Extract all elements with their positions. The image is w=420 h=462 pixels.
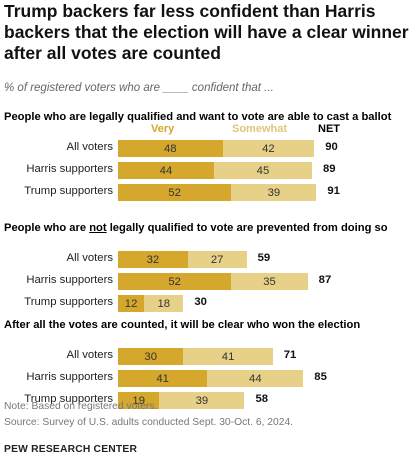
row-label: All voters: [66, 252, 113, 264]
net-value: 30: [194, 296, 207, 308]
bar-somewhat: 44: [207, 370, 304, 387]
net-value: 91: [327, 185, 340, 197]
bar-very: 12: [118, 295, 145, 312]
bar-very: 32: [118, 251, 188, 268]
legend-very: Very: [151, 123, 175, 135]
bar-somewhat: 45: [213, 162, 312, 179]
bar-somewhat: 39: [231, 184, 317, 201]
net-value: 87: [318, 274, 332, 286]
source-org: PEW RESEARCH CENTER: [4, 444, 138, 455]
bar-somewhat: 18: [144, 295, 184, 312]
net-value: 71: [283, 349, 297, 361]
row-label: Harris supporters: [26, 371, 113, 383]
net-value: 85: [314, 371, 327, 383]
legend-somewhat: Somewhat: [232, 123, 288, 135]
bar-somewhat: 27: [187, 251, 247, 268]
bar-somewhat: 39: [159, 392, 245, 409]
bar-somewhat: 41: [183, 348, 273, 365]
row-label: Trump supporters: [24, 296, 113, 308]
row-label: Harris supporters: [26, 274, 113, 286]
bar-somewhat: 35: [231, 273, 308, 290]
bar-very: 41: [118, 370, 208, 387]
bar-very: 44: [118, 162, 214, 179]
bar-very: 52: [118, 184, 232, 201]
legend-net: NET: [318, 123, 340, 135]
bar-very: 30: [118, 348, 184, 365]
panel-title: People who are not legally qualified to …: [4, 222, 388, 234]
panel-title-emphasis: not: [89, 222, 107, 234]
row-label: Trump supporters: [24, 393, 113, 405]
bar-very: 52: [118, 273, 232, 290]
panel-title: People who are legally qualified and wan…: [4, 111, 392, 123]
bar-somewhat: 42: [222, 140, 315, 157]
net-value: 58: [255, 393, 269, 405]
row-label: All voters: [66, 141, 113, 153]
panel-title: After all the votes are counted, it will…: [4, 319, 361, 331]
net-value: 90: [325, 141, 338, 153]
bar-very: 48: [118, 140, 223, 157]
row-label: Trump supporters: [24, 185, 113, 197]
row-label: All voters: [66, 349, 113, 361]
source-text: Source: Survey of U.S. adults conducted …: [4, 417, 294, 428]
chart-title: Trump backers far less confident than Ha…: [4, 1, 409, 63]
bar-very: 19: [118, 392, 160, 409]
row-label: Harris supporters: [26, 163, 113, 175]
note-text: Note: Based on registered voters.: [4, 401, 158, 412]
chart-subtitle: % of registered voters who are ____ conf…: [4, 82, 274, 94]
net-value: 59: [257, 252, 271, 264]
net-value: 89: [323, 163, 336, 175]
